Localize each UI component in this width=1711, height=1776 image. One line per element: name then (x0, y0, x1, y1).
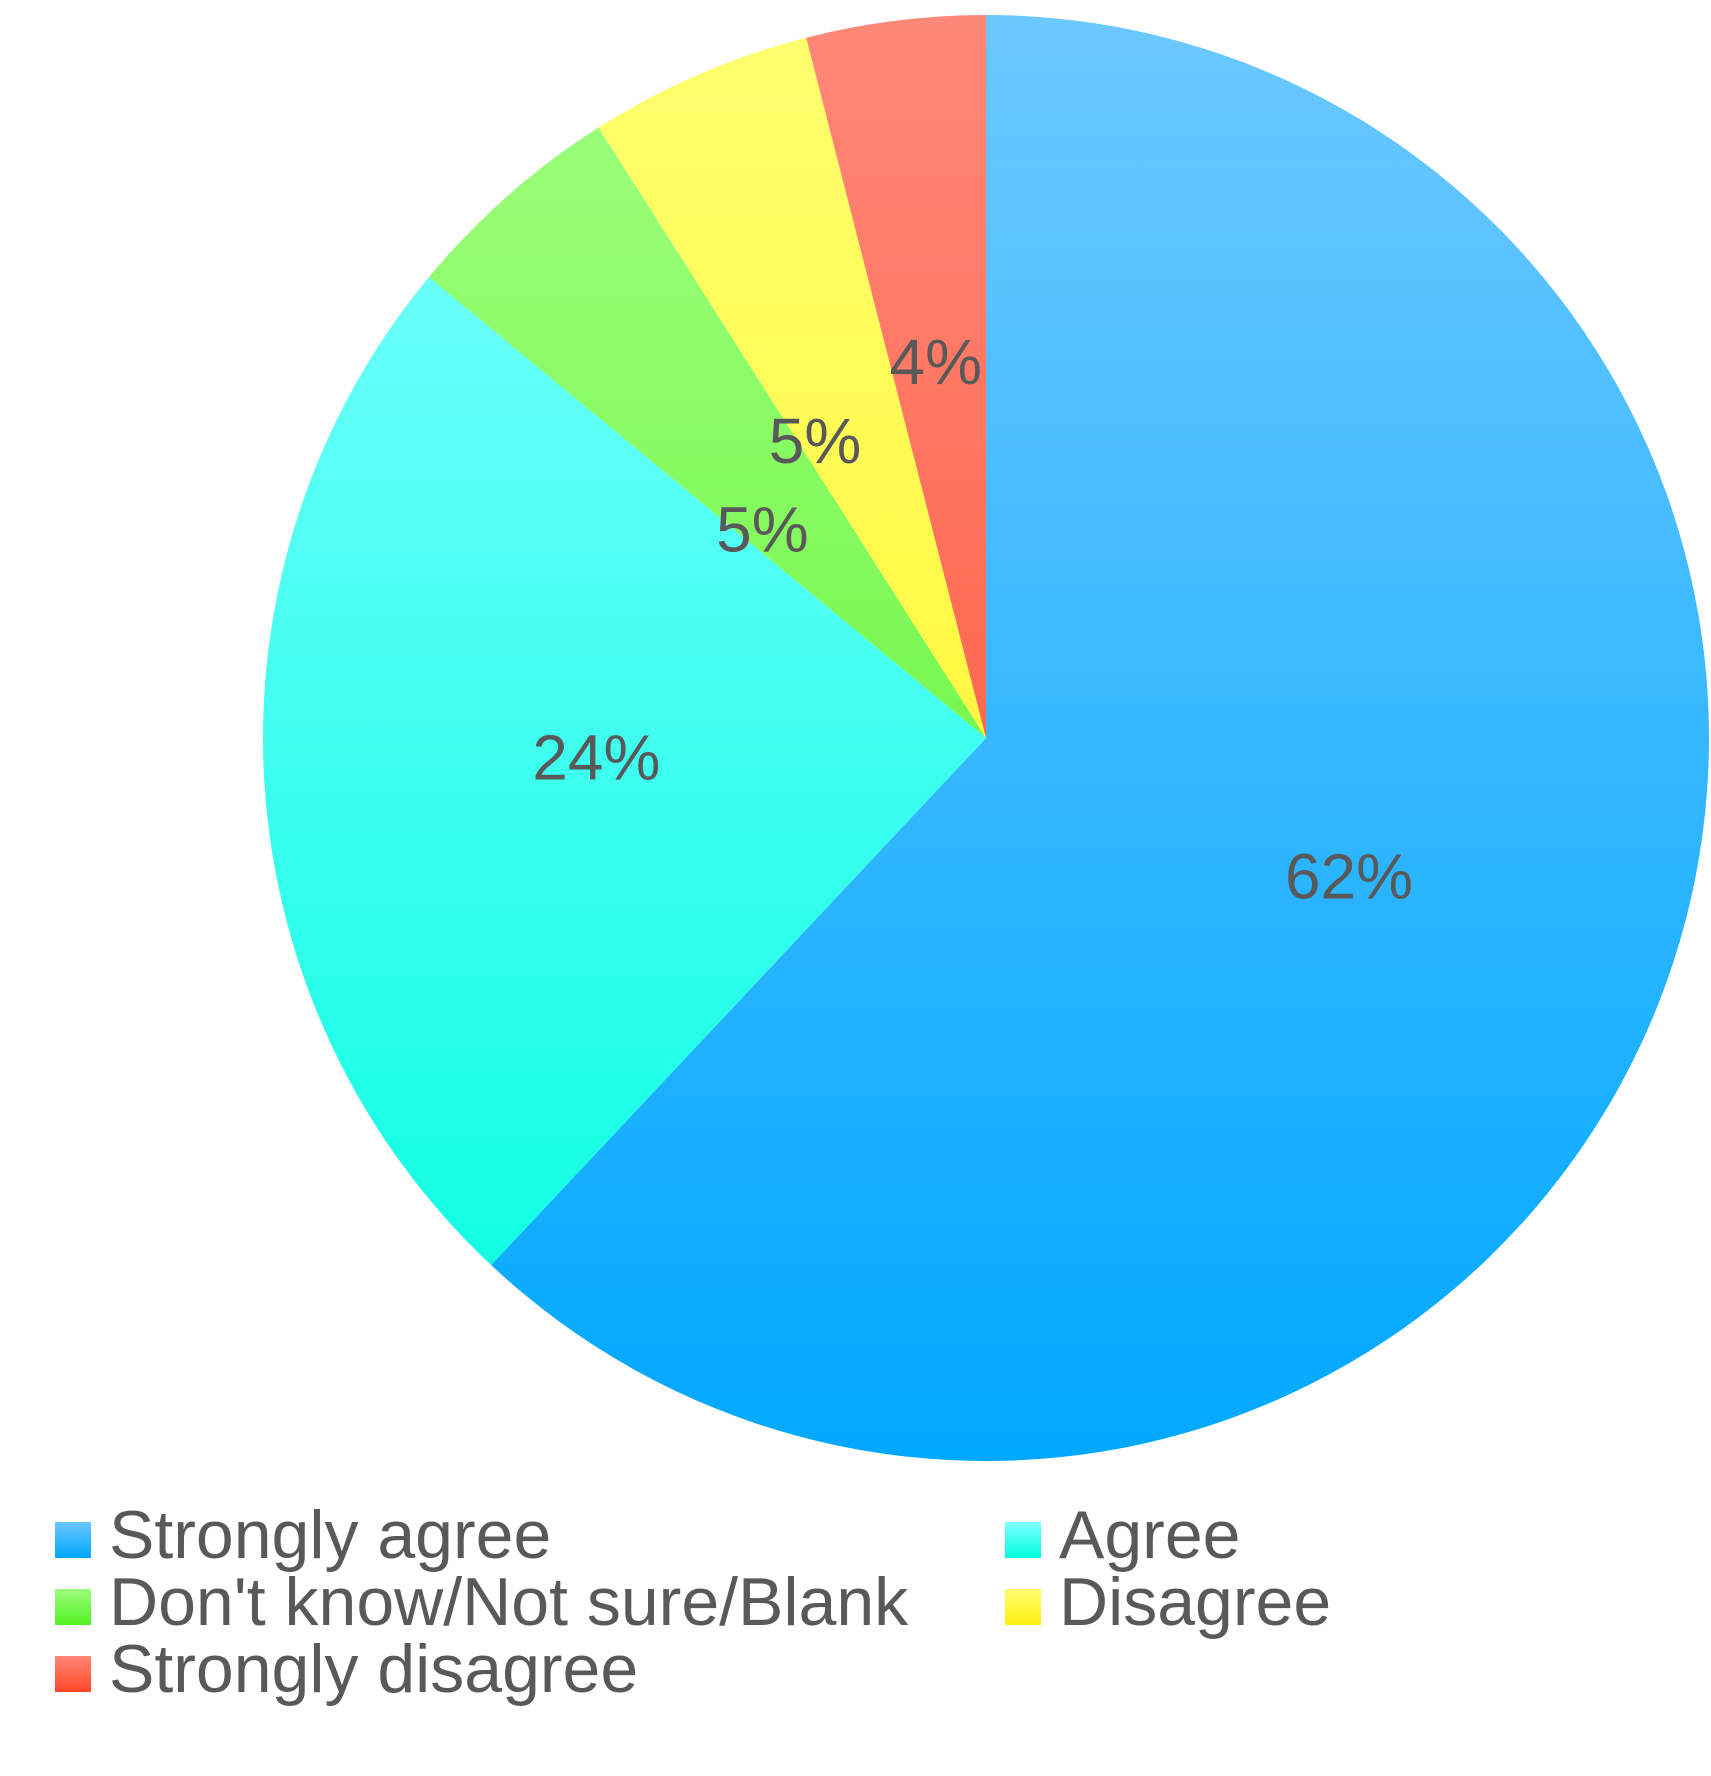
legend-label-1: Agree (1059, 1497, 1240, 1573)
legend-label-3: Disagree (1059, 1564, 1331, 1640)
legend-swatch-2 (55, 1589, 91, 1625)
pie-slice-1 (262, 277, 986, 1266)
pie-slice-0 (491, 15, 1709, 1461)
legend-swatch-1 (1005, 1522, 1041, 1558)
pie-slices (262, 14, 1709, 1461)
legend-label-0: Strongly agree (109, 1497, 551, 1573)
legend-swatch-0 (55, 1522, 91, 1558)
legend-label-2: Don't know/Not sure/Blank (109, 1564, 909, 1640)
slice-label-3: 5% (769, 405, 862, 477)
slice-labels: 62% 24% 5% 5% 4% (532, 326, 1413, 913)
slice-label-4: 4% (890, 326, 983, 398)
legend-swatch-3 (1005, 1589, 1041, 1625)
legend: Strongly agree Agree Don't know/Not sure/B… (55, 1497, 1331, 1707)
legend-label-4: Strongly disagree (109, 1631, 638, 1707)
slice-label-1: 24% (532, 721, 660, 793)
slice-label-2: 5% (716, 494, 809, 566)
slice-label-0: 62% (1285, 841, 1413, 913)
legend-swatch-4 (55, 1656, 91, 1692)
pie-slice-4 (806, 14, 986, 738)
pie-slice-2 (428, 127, 986, 739)
pie-slice-3 (598, 37, 986, 739)
